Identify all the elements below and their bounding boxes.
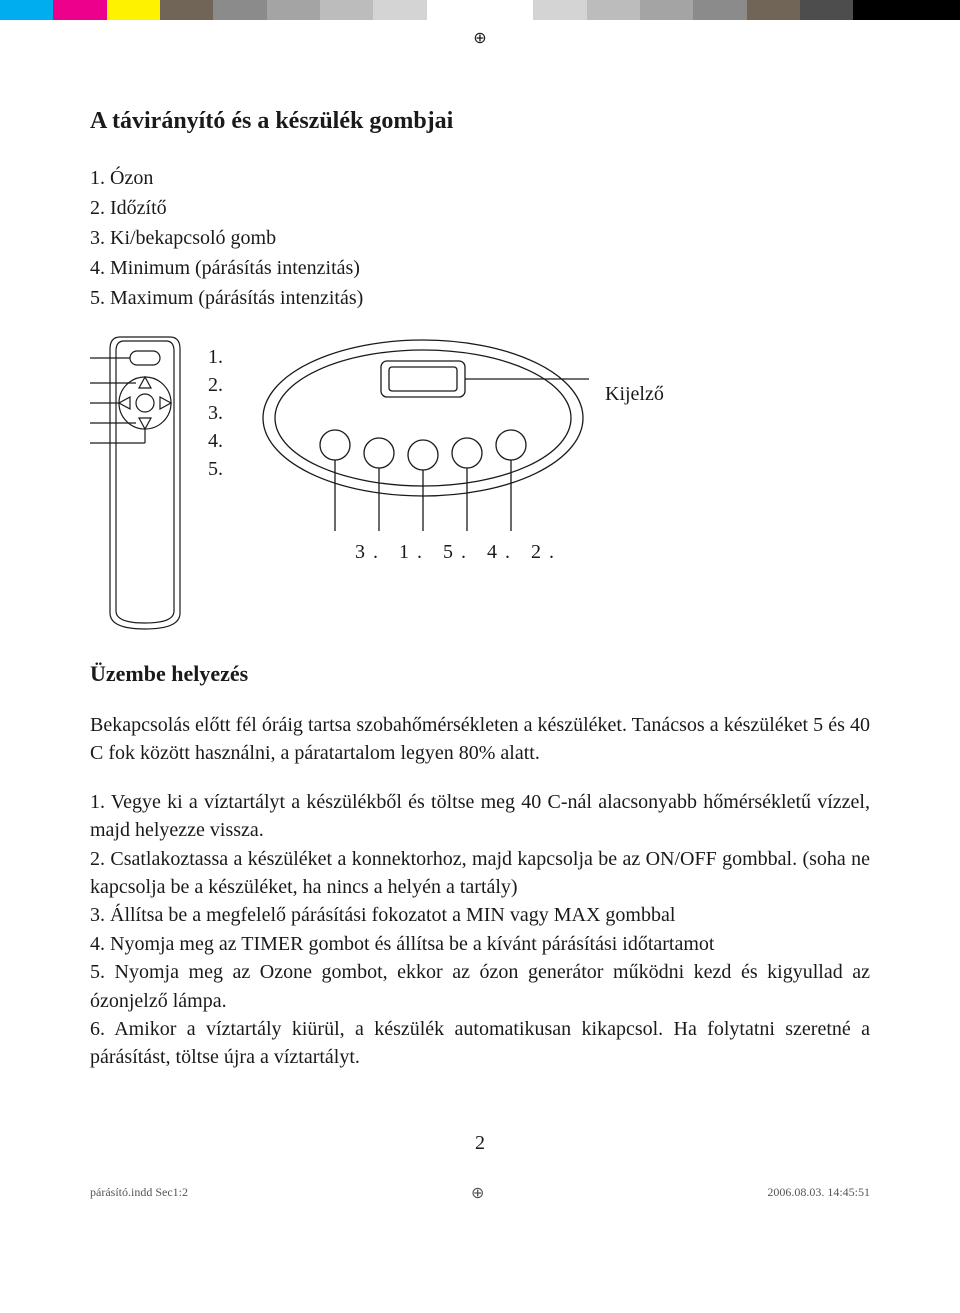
footer: párásító.indd Sec1:2 ⊕ 2006.08.03. 14:45… (0, 1175, 960, 1217)
diagram-row: 1.2.3.4.5. (90, 333, 870, 633)
intro-paragraph: Bekapcsolás előtt fél óráig tartsa szoba… (90, 711, 870, 768)
remote-label-item: 4. (208, 427, 223, 455)
color-swatch (320, 0, 373, 20)
color-swatch (533, 0, 586, 20)
button-definition-item: 3. Ki/bekapcsoló gomb (90, 223, 870, 253)
instruction-step: 2. Csatlakoztassa a készüléket a konnekt… (90, 845, 870, 902)
button-definition-item: 4. Minimum (párásítás intenzitás) (90, 253, 870, 283)
color-swatch (693, 0, 746, 20)
color-swatch (747, 0, 800, 20)
color-bar (0, 0, 960, 20)
instruction-step: 5. Nyomja meg az Ozone gombot, ekkor az … (90, 958, 870, 1015)
instruction-step: 3. Állítsa be a megfelelő párásítási fok… (90, 901, 870, 929)
button-definition-item: 1. Ózon (90, 163, 870, 193)
steps-list: 1. Vegye ki a víztartályt a készülékből … (90, 788, 870, 1072)
color-swatch (0, 0, 53, 20)
remote-label-item: 3. (208, 399, 223, 427)
page-number: 2 (90, 1132, 870, 1155)
footer-timestamp: 2006.08.03. 14:45:51 (767, 1185, 870, 1200)
instruction-step: 4. Nyomja meg az TIMER gombot és állítsa… (90, 930, 870, 958)
remote-diagram (90, 333, 200, 633)
registration-mark-top: ⊕ (0, 28, 960, 48)
footer-file: párásító.indd Sec1:2 (90, 1185, 188, 1200)
color-swatch (853, 0, 906, 20)
registration-mark-bottom: ⊕ (471, 1183, 484, 1203)
color-swatch (213, 0, 266, 20)
remote-label-item: 1. (208, 343, 223, 371)
color-swatch (480, 0, 533, 20)
color-swatch (267, 0, 320, 20)
button-definition-item: 5. Maximum (párásítás intenzitás) (90, 283, 870, 313)
button-definition-item: 2. Időzítő (90, 193, 870, 223)
display-label: Kijelző (605, 333, 664, 406)
page-title: A távirányító és a készülék gombjai (90, 108, 870, 135)
color-swatch (53, 0, 106, 20)
color-swatch (640, 0, 693, 20)
button-definitions: 1. Ózon2. Időzítő3. Ki/bekapcsoló gomb4.… (90, 163, 870, 313)
color-swatch (907, 0, 960, 20)
color-swatch (587, 0, 640, 20)
remote-label-item: 2. (208, 371, 223, 399)
color-swatch (427, 0, 480, 20)
color-swatch (107, 0, 160, 20)
instruction-step: 6. Amikor a víztartály kiürül, a készülé… (90, 1015, 870, 1072)
panel-diagram (253, 333, 593, 533)
color-swatch (160, 0, 213, 20)
color-swatch (373, 0, 426, 20)
section-heading: Üzembe helyezés (90, 661, 870, 687)
remote-label-item: 5. (208, 455, 223, 483)
remote-labels: 1.2.3.4.5. (208, 333, 223, 483)
panel-button-labels: 3. 1. 5. 4. 2. (253, 541, 664, 564)
color-swatch (800, 0, 853, 20)
instruction-step: 1. Vegye ki a víztartályt a készülékből … (90, 788, 870, 845)
